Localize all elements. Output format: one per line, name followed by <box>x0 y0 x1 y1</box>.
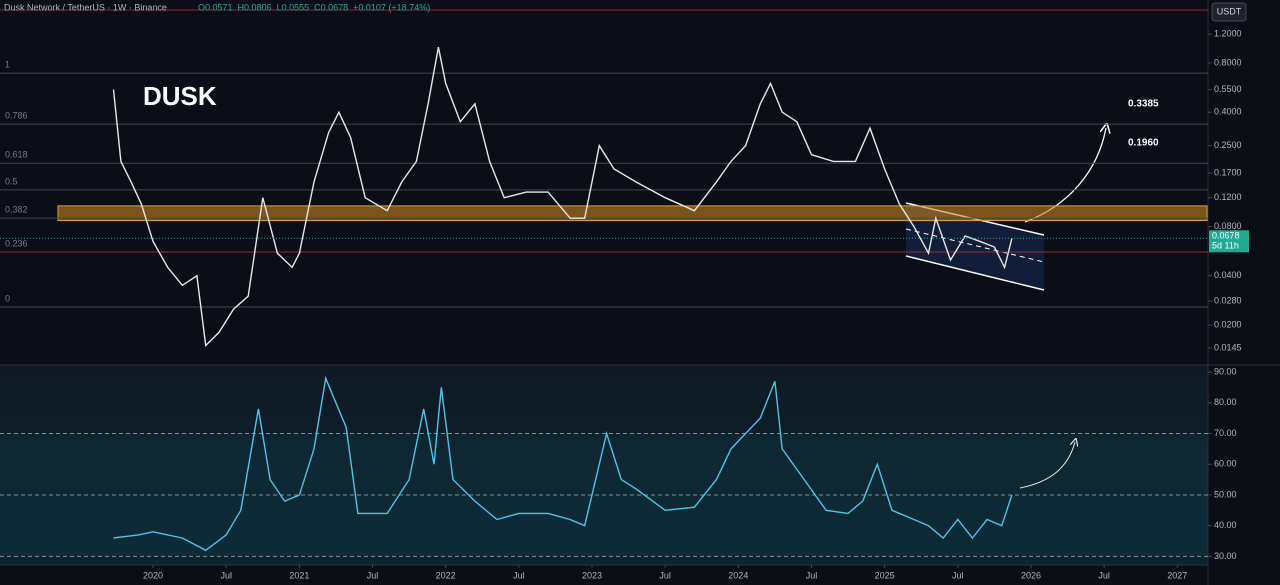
y-tick-label: 0.1700 <box>1214 167 1242 177</box>
y-tick-label: 0.0800 <box>1214 221 1242 231</box>
ohlc-value: O0.0571 <box>198 2 233 12</box>
channel-mid <box>905 228 1045 263</box>
x-tick-label: 2022 <box>436 570 456 580</box>
y-tick-label: 0.8000 <box>1214 57 1242 67</box>
y-tick-label: 0.2500 <box>1214 140 1242 150</box>
rsi-tick-label: 60.00 <box>1214 459 1237 469</box>
y-tick-label: 0.4000 <box>1214 107 1242 117</box>
x-tick-label: 2026 <box>1021 570 1041 580</box>
ohlc-value: L0.0555 <box>277 2 310 12</box>
support-zone <box>57 205 1208 222</box>
rsi-tick-label: 80.00 <box>1214 397 1237 407</box>
y-tick-label: 0.1200 <box>1214 192 1242 202</box>
y-tick-label: 0.5500 <box>1214 84 1242 94</box>
fib-label: 0 <box>5 293 10 303</box>
y-tick-label: 0.0280 <box>1214 296 1242 306</box>
channel-lower <box>905 255 1045 291</box>
channel-fill <box>906 203 1044 290</box>
x-tick-label: Jul <box>513 570 525 580</box>
x-tick-label: 2021 <box>289 570 309 580</box>
rsi-tick-label: 40.00 <box>1214 520 1237 530</box>
rsi-tick-label: 70.00 <box>1214 428 1237 438</box>
fib-label: 0.786 <box>5 111 28 121</box>
price-line <box>112 46 1013 347</box>
rsi-tick-label: 30.00 <box>1214 551 1237 561</box>
currency-label[interactable]: USDT <box>1217 6 1242 16</box>
rsi-band-fill <box>0 433 1208 557</box>
fib-label: 0.5 <box>5 176 18 186</box>
x-tick-label: 2027 <box>1167 570 1187 580</box>
x-tick-label: 2024 <box>728 570 748 580</box>
rsi-tick-label: 50.00 <box>1214 489 1237 499</box>
x-tick-label: 2025 <box>875 570 895 580</box>
ohlc-value: +0.0107 (+18.74%) <box>353 2 430 12</box>
header-title: Dusk Network / TetherUS · 1W · Binance <box>4 2 167 12</box>
annotation: 0.1960 <box>1128 138 1159 149</box>
fib-label: 0.382 <box>5 205 28 215</box>
rsi-line <box>113 375 1013 552</box>
x-tick-label: Jul <box>806 570 818 580</box>
x-tick-label: Jul <box>220 570 232 580</box>
rsi-pane <box>0 365 1208 565</box>
x-tick-label: 2020 <box>143 570 163 580</box>
price-pane <box>0 0 1208 365</box>
symbol-label: DUSK <box>143 81 217 111</box>
last-price-label: 0.0678 <box>1212 231 1240 241</box>
y-tick-label: 0.0145 <box>1214 342 1242 352</box>
fib-label: 0.236 <box>5 238 28 248</box>
y-tick-label: 0.0400 <box>1214 270 1242 280</box>
x-tick-label: Jul <box>659 570 671 580</box>
last-price-badge <box>1209 230 1249 253</box>
y-tick-label: 0.0200 <box>1214 319 1242 329</box>
annotation: 0.3385 <box>1128 99 1159 110</box>
x-tick-label: Jul <box>367 570 379 580</box>
y-tick-label: 1.2000 <box>1214 29 1242 39</box>
ohlc-value: C0.0678 <box>314 2 348 12</box>
rsi-tick-label: 90.00 <box>1214 366 1237 376</box>
x-tick-label: 2023 <box>582 570 602 580</box>
x-tick-label: Jul <box>1098 570 1110 580</box>
ohlc-value: H0.0806 <box>238 2 272 12</box>
rsi-arrow <box>1019 442 1075 489</box>
x-tick-label: Jul <box>952 570 964 580</box>
currency-box[interactable] <box>1211 2 1247 22</box>
fib-label: 0.618 <box>5 150 28 160</box>
countdown-label: 5d 11h <box>1212 241 1239 251</box>
fib-label: 1 <box>5 60 10 70</box>
